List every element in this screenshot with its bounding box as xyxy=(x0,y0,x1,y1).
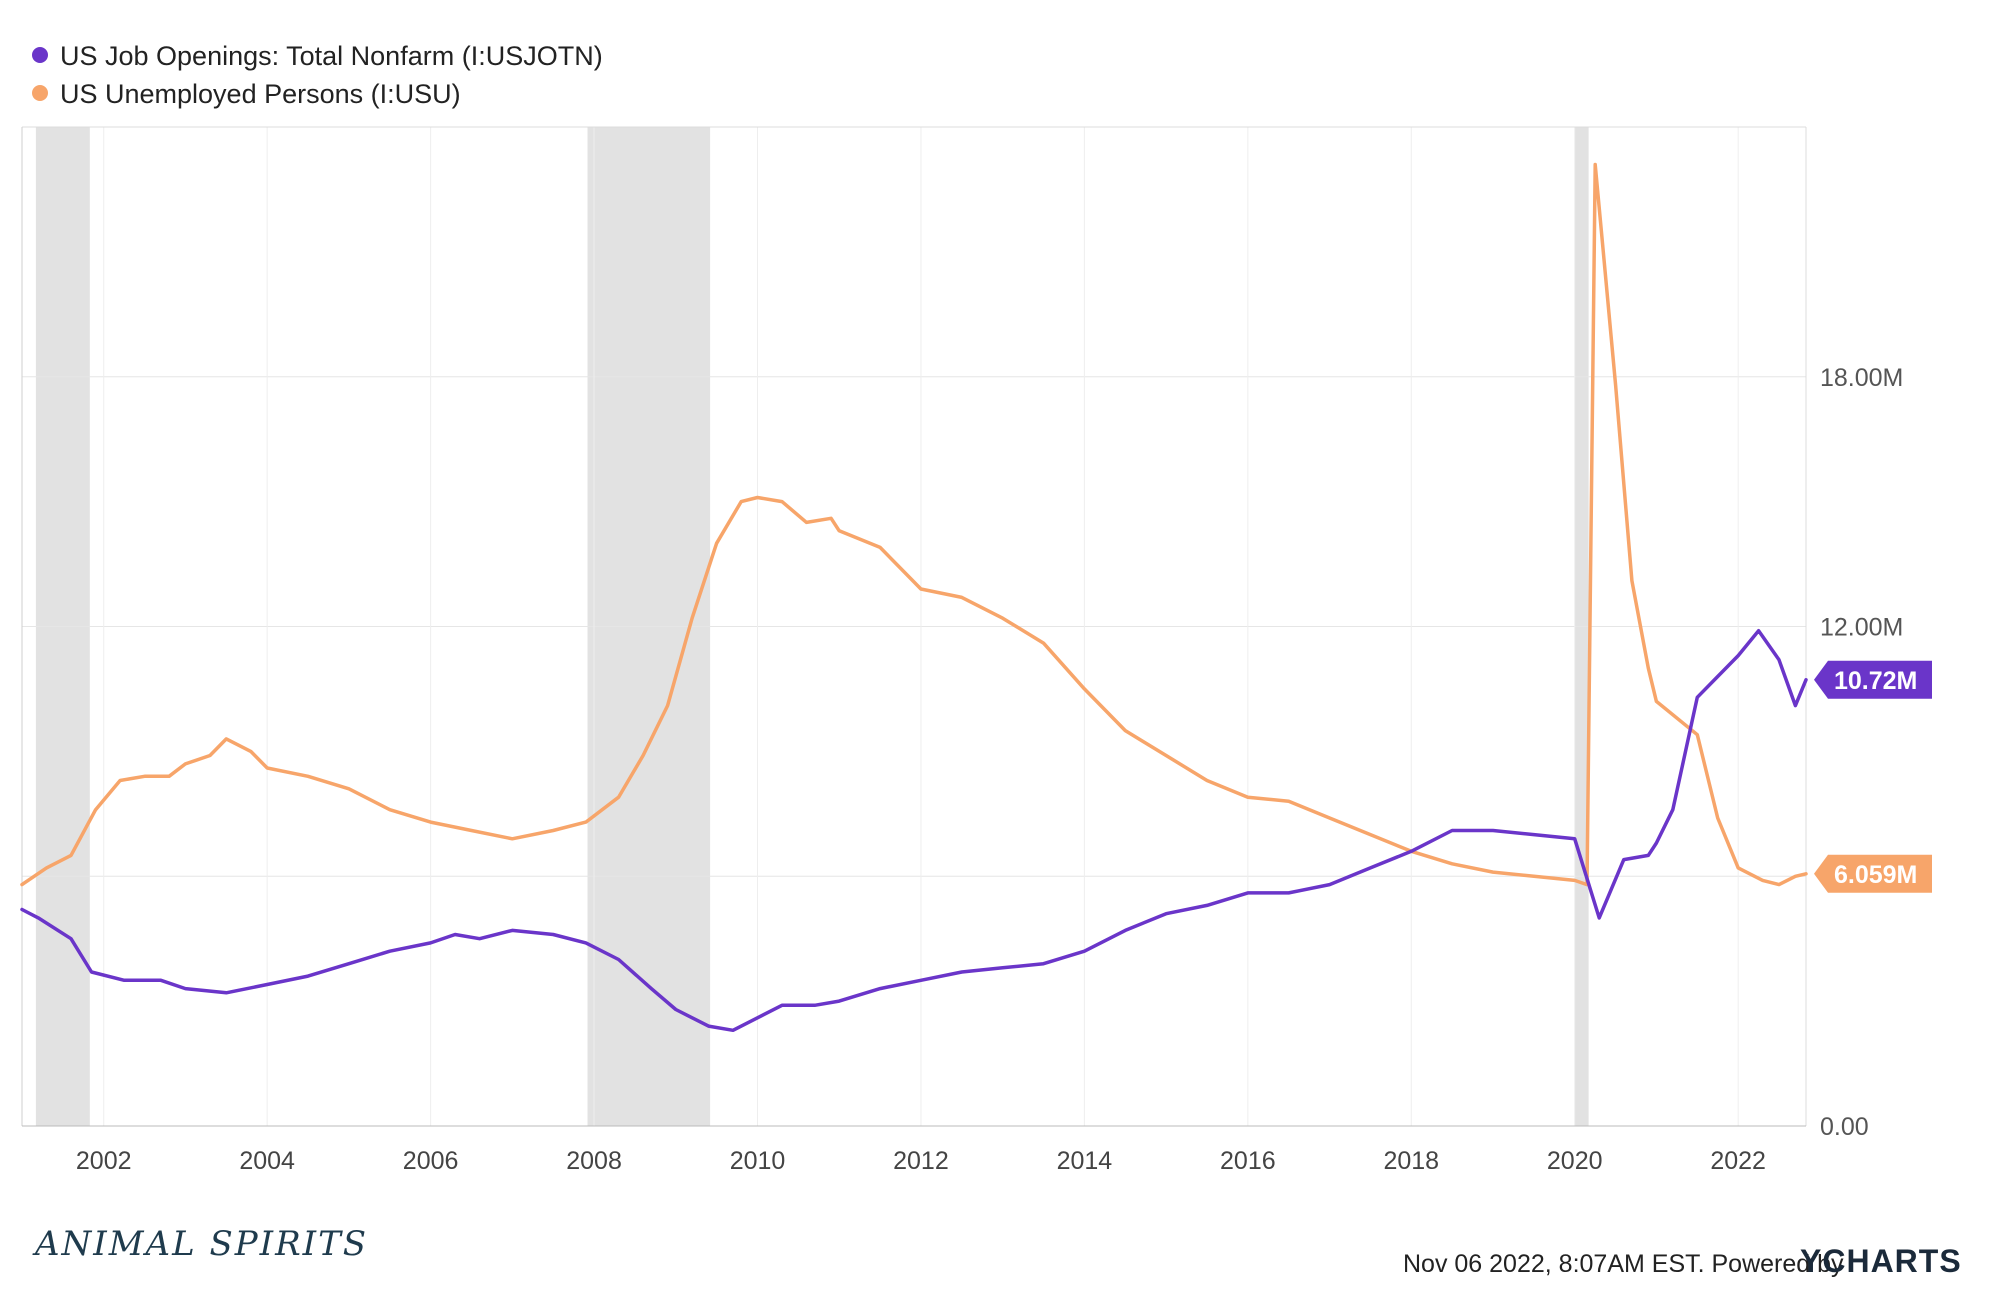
x-tick-label: 2018 xyxy=(1383,1147,1439,1175)
x-tick-label: 2022 xyxy=(1710,1147,1766,1175)
legend-item-job-openings[interactable]: US Job Openings: Total Nonfarm (I:USJOTN… xyxy=(32,41,603,71)
plot-area: 0.006.00M12.00M18.00M2002200420062008201… xyxy=(20,126,1932,1175)
legend-marker-unemployed xyxy=(32,85,48,101)
footer: ANIMAL SPIRITS Nov 06 2022, 8:07AM EST. … xyxy=(32,1224,1962,1279)
legend: US Job Openings: Total Nonfarm (I:USJOTN… xyxy=(32,41,603,109)
x-tick-label: 2014 xyxy=(1057,1147,1113,1175)
legend-item-unemployed[interactable]: US Unemployed Persons (I:USU) xyxy=(32,79,461,109)
x-tick-label: 2004 xyxy=(239,1147,295,1175)
series-line-job-openings xyxy=(20,628,1808,1033)
last-value-flag-unemployed xyxy=(1814,854,1932,893)
last-value-flag-job-openings xyxy=(1814,660,1932,699)
footer-timestamp: Nov 06 2022, 8:07AM EST. Powered by xyxy=(1403,1250,1844,1278)
x-tick-label: 2002 xyxy=(76,1147,132,1175)
x-tick-label: 2012 xyxy=(893,1147,949,1175)
x-tick-label: 2006 xyxy=(403,1147,459,1175)
x-tick-label: 2020 xyxy=(1547,1147,1603,1175)
last-value-label-job-openings: 10.72M xyxy=(1834,667,1917,695)
x-tick-label: 2008 xyxy=(566,1147,622,1175)
legend-label-job-openings: US Job Openings: Total Nonfarm (I:USJOTN… xyxy=(60,41,603,71)
last-value-label-unemployed: 6.059M xyxy=(1834,861,1917,889)
y-tick-label: 0.00 xyxy=(1820,1113,1869,1141)
legend-label-unemployed: US Unemployed Persons (I:USU) xyxy=(60,79,461,109)
y-tick-label: 12.00M xyxy=(1820,614,1903,642)
series-line-unemployed xyxy=(20,162,1808,887)
animal-spirits-logo: ANIMAL SPIRITS xyxy=(32,1224,368,1264)
x-tick-label: 2010 xyxy=(730,1147,786,1175)
y-tick-label: 18.00M xyxy=(1820,364,1903,392)
ycharts-logo[interactable]: YCHARTS xyxy=(1800,1243,1962,1279)
x-tick-label: 2016 xyxy=(1220,1147,1276,1175)
legend-marker-job-openings xyxy=(32,47,48,63)
